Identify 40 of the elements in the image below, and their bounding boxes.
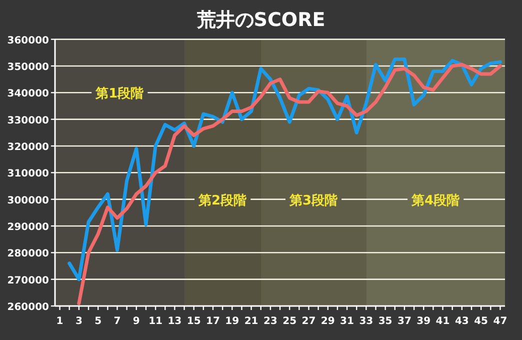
y-tick-label: 260000 [7,302,50,313]
y-tick-label: 320000 [7,142,50,153]
x-tick-label: 47 [493,316,508,327]
x-tick-label: 27 [302,316,316,327]
x-tick-label: 3 [75,316,82,327]
x-tick-label: 5 [94,316,102,327]
y-tick-label: 300000 [7,195,50,206]
x-tick-label: 45 [474,316,488,327]
y-tick-label: 310000 [7,168,50,180]
x-tick-label: 21 [244,316,258,327]
x-tick-label: 35 [378,316,392,327]
x-tick-label: 15 [186,316,201,327]
band-label: 第4段階 [410,193,461,208]
y-tick-label: 330000 [7,115,50,126]
x-tick-label: 39 [416,316,431,327]
band-label: 第2段階 [198,193,248,208]
x-tick-label: 37 [398,316,412,327]
y-tick-label: 350000 [7,62,50,73]
band-label: 第3段階 [288,193,339,208]
band-label: 第1段階 [94,86,145,102]
x-tick-label: 29 [320,316,335,327]
y-tick-label: 290000 [7,222,50,233]
x-tick-label: 17 [206,316,220,327]
y-tick-label: 340000 [7,88,50,100]
x-tick-label: 9 [132,316,140,327]
y-tick-label: 270000 [7,275,50,286]
x-tick-label: 19 [225,316,240,327]
x-tick-label: 43 [454,316,469,327]
x-tick-label: 25 [282,316,297,327]
x-tick-label: 13 [168,316,182,327]
chart-title: 荒井のSCORE [196,9,326,31]
y-tick-label: 280000 [7,248,50,260]
y-tick-label: 360000 [7,35,50,46]
x-tick-label: 41 [436,316,450,327]
x-tick-label: 23 [263,316,278,327]
x-tick-label: 33 [359,316,374,327]
x-tick-label: 1 [56,316,64,327]
x-tick-label: 7 [114,316,121,327]
x-tick-label: 11 [148,316,163,327]
x-tick-label: 31 [340,316,354,327]
